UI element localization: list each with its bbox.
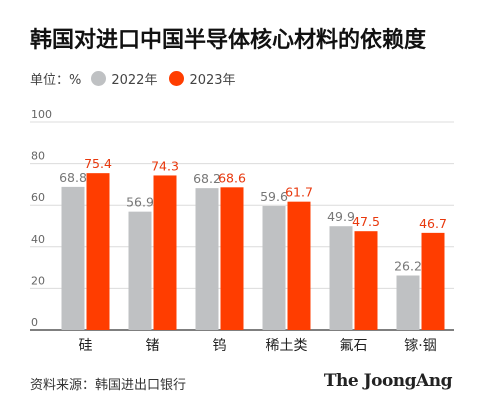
bar-2022年-氟石: [329, 226, 353, 330]
data-label: 74.3: [151, 158, 179, 173]
legend: 单位：% 2022年 2023年: [30, 69, 248, 88]
x-tick-label: 氟石: [340, 338, 368, 354]
bar-2023年-钨: [220, 187, 244, 330]
x-tick-label: 锗: [146, 338, 160, 354]
bar-2022年-硅: [61, 186, 85, 330]
data-label: 49.9: [327, 209, 355, 224]
bar-2023年-稀土类: [287, 201, 311, 330]
data-label: 75.4: [84, 156, 112, 171]
data-label: 47.5: [352, 214, 380, 229]
legend-swatch-2023: [169, 71, 185, 86]
data-label: 56.9: [126, 195, 154, 210]
data-label: 26.2: [394, 259, 422, 274]
legend-swatch-2022: [91, 71, 107, 86]
legend-label-2022: 2022年: [111, 73, 158, 88]
bar-2023年-锗: [153, 175, 177, 330]
brand-logo: The JoongAng: [323, 371, 453, 391]
legend-item-2022: 2022年: [91, 69, 157, 88]
y-tick-label: 100: [31, 108, 52, 121]
y-tick-label: 80: [31, 150, 45, 163]
x-tick-label: 钨: [213, 338, 227, 354]
data-label: 68.8: [59, 170, 87, 185]
bar-2022年-镓·铟: [396, 275, 420, 330]
data-label: 68.6: [218, 170, 246, 185]
bar-2022年-钨: [195, 188, 219, 330]
y-tick-label: 60: [31, 191, 45, 204]
legend-item-2023: 2023年: [169, 69, 236, 88]
legend-label-2023: 2023年: [189, 73, 236, 88]
data-label: 46.7: [419, 216, 447, 231]
x-tick-label: 镓·铟: [404, 338, 436, 354]
bar-2022年-锗: [128, 211, 152, 330]
bar-2023年-硅: [86, 173, 110, 330]
bar-2022年-稀土类: [262, 206, 286, 330]
x-tick-label: 稀土类: [266, 338, 308, 354]
data-label: 61.7: [285, 185, 313, 200]
data-label: 68.2: [193, 171, 221, 186]
data-label: 59.6: [260, 189, 288, 204]
bar-2023年-镓·铟: [421, 232, 445, 330]
x-tick-label: 硅: [79, 338, 93, 354]
source-note: 资料来源：韩国进出口银行: [30, 378, 187, 393]
chart-title: 韩国对进口中国半导体核心材料的依赖度: [30, 28, 427, 53]
y-tick-label: 20: [31, 274, 45, 287]
bar-2023年-氟石: [354, 231, 378, 330]
unit-label: 单位：%: [30, 73, 82, 88]
y-tick-label: 0: [31, 316, 38, 329]
y-tick-label: 40: [31, 233, 45, 246]
